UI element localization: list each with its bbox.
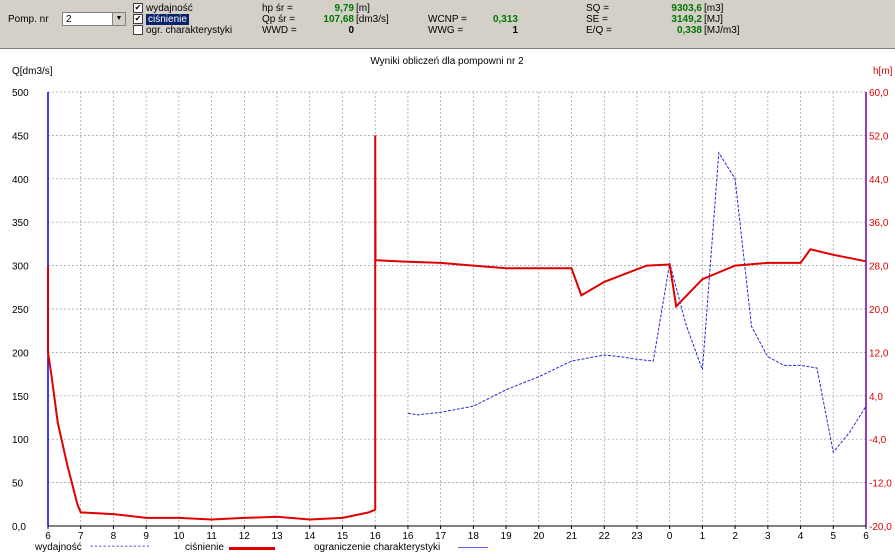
x-tick-label: 10 [173,531,185,541]
series-cisnienie [47,135,867,521]
chevron-down-icon[interactable]: ▼ [112,13,125,25]
checkbox-icon[interactable]: ✔ [133,14,143,25]
x-tick-label: 15 [337,531,349,541]
x-tick-label: 19 [501,531,513,541]
x-tick-label: 23 [631,531,643,541]
y-right-tick-label: -4,0 [869,435,887,446]
wwg-label: WWG = [428,25,464,36]
toolbar: Pomp. nr 2 ▼ ✔ wydajność ✔ ciśnienie ogr. … [0,0,895,49]
legend-label-cisnienie: ciśnienie [185,542,224,553]
eq-label: E/Q = [586,25,612,36]
y-right-tick-label: 20,0 [869,305,889,316]
x-tick-label: 13 [271,531,283,541]
checkbox-icon[interactable] [133,25,143,36]
x-tick-label: 12 [239,531,251,541]
y-right-tick-label: 44,0 [869,175,889,186]
y-right-tick-label: 60,0 [869,88,889,99]
hp-unit: [m] [356,3,370,14]
y-left-tick-label: 0,0 [12,522,26,533]
checkbox-icon[interactable]: ✔ [133,3,143,14]
y-right-axis-label: h[m] [873,66,893,77]
y-right-tick-label: 52,0 [869,131,889,142]
x-tick-label: 4 [798,531,804,541]
checkbox-ogr-charakterystyki[interactable]: ogr. charakterystyki [133,25,283,36]
x-tick-label: 6 [45,531,51,541]
x-tick-label: 21 [566,531,578,541]
checkbox-wydajnosc-label: wydajność [146,3,193,14]
se-unit: [MJ] [704,14,723,25]
hp-label: hp śr = [262,3,293,14]
y-left-tick-label: 500 [12,88,29,99]
x-tick-label: 6 [863,531,869,541]
chart-area: Q[dm3/s] h[m] Wyniki obliczeń dla pompow… [12,56,893,541]
y-left-tick-label: 50 [12,479,24,490]
legend-label-ograniczenie: ograniczenie charakterystyki [314,542,441,553]
x-tick-label: 16 [370,531,382,541]
hp-value: 9,79 [334,3,354,14]
checkbox-wydajnosc[interactable]: ✔ wydajność [133,3,283,14]
y-right-tick-label: 36,0 [869,218,889,229]
wwd-label: WWD = [262,25,297,36]
checkbox-cisnienie-label: ciśnienie [146,14,189,25]
checkbox-ogr-label: ogr. charakterystyki [146,25,233,36]
y-left-tick-label: 400 [12,175,29,186]
x-tick-label: 9 [143,531,149,541]
x-tick-label: 22 [599,531,611,541]
y-left-tick-label: 200 [12,348,29,359]
checkbox-cisnienie[interactable]: ✔ ciśnienie [133,14,283,25]
y-right-tick-label: 12,0 [869,348,889,359]
x-tick-label: 11 [206,531,217,541]
chart-legend: wydajność -------------- ciśnienie ogran… [0,541,895,560]
legend-swatch-cisnienie [229,547,275,550]
x-tick-label: 14 [304,531,316,541]
pump-number-select[interactable]: 2 ▼ [62,12,126,26]
x-tick-label: 0 [667,531,673,541]
y-left-tick-label: 150 [12,392,29,403]
y-right-tick-label: 4,0 [869,392,883,403]
wcnp-value: 0,313 [492,14,518,25]
qp-value: 107,68 [323,14,354,25]
eq-value: 0,338 [676,25,702,36]
x-tick-label: 5 [830,531,836,541]
x-tick-label: 2 [732,531,738,541]
sq-unit: [m3] [704,3,724,14]
qp-unit: [dm3/s] [356,14,389,25]
qp-label: Qp śr = [262,14,296,25]
y-left-tick-label: 100 [12,435,29,446]
chart-series [47,135,867,521]
wwg-value: 1 [512,25,518,36]
pump-number-label: Pomp. nr [8,14,49,25]
wcnp-label: WCNP = [428,14,467,25]
x-tick-label: 1 [700,531,706,541]
x-tick-label: 20 [533,531,545,541]
sq-label: SQ = [586,3,610,14]
se-label: SE = [586,14,608,25]
series-wydajnosc [407,151,867,454]
y-right-tick-label: -12,0 [869,479,892,490]
chart-title: Wyniki obliczeń dla pompowni nr 2 [370,56,524,67]
y-left-tick-label: 450 [12,131,29,142]
x-tick-label: 16 [402,531,414,541]
y-left-tick-label: 250 [12,305,29,316]
y-left-tick-label: 350 [12,218,29,229]
wwd-value: 0 [348,25,354,36]
y-left-tick-label: 300 [12,262,29,273]
pump-number-value: 2 [66,14,72,25]
x-tick-label: 17 [435,531,447,541]
y-right-tick-label: 28,0 [869,262,889,273]
y-right-tick-label: -20,0 [869,522,892,533]
legend-label-wydajnosc: wydajność [35,542,82,553]
legend-swatch-ograniczenie [458,547,488,548]
x-tick-label: 8 [111,531,117,541]
x-tick-label: 7 [78,531,84,541]
x-tick-label: 3 [765,531,771,541]
x-tick-label: 18 [468,531,480,541]
legend-swatch-wydajnosc: -------------- [90,541,151,552]
eq-unit: [MJ/m3] [704,25,740,36]
se-value: 3149,2 [671,14,702,25]
chart-grid [48,91,866,526]
sq-value: 9303,6 [671,3,702,14]
y-left-axis-label: Q[dm3/s] [12,66,53,77]
chart-ticks: 6 7 8 9 10 11 12 13 14 15 16 16 17 18 19 20 21 22 23 0 1 2 3 4 5… [12,88,892,541]
